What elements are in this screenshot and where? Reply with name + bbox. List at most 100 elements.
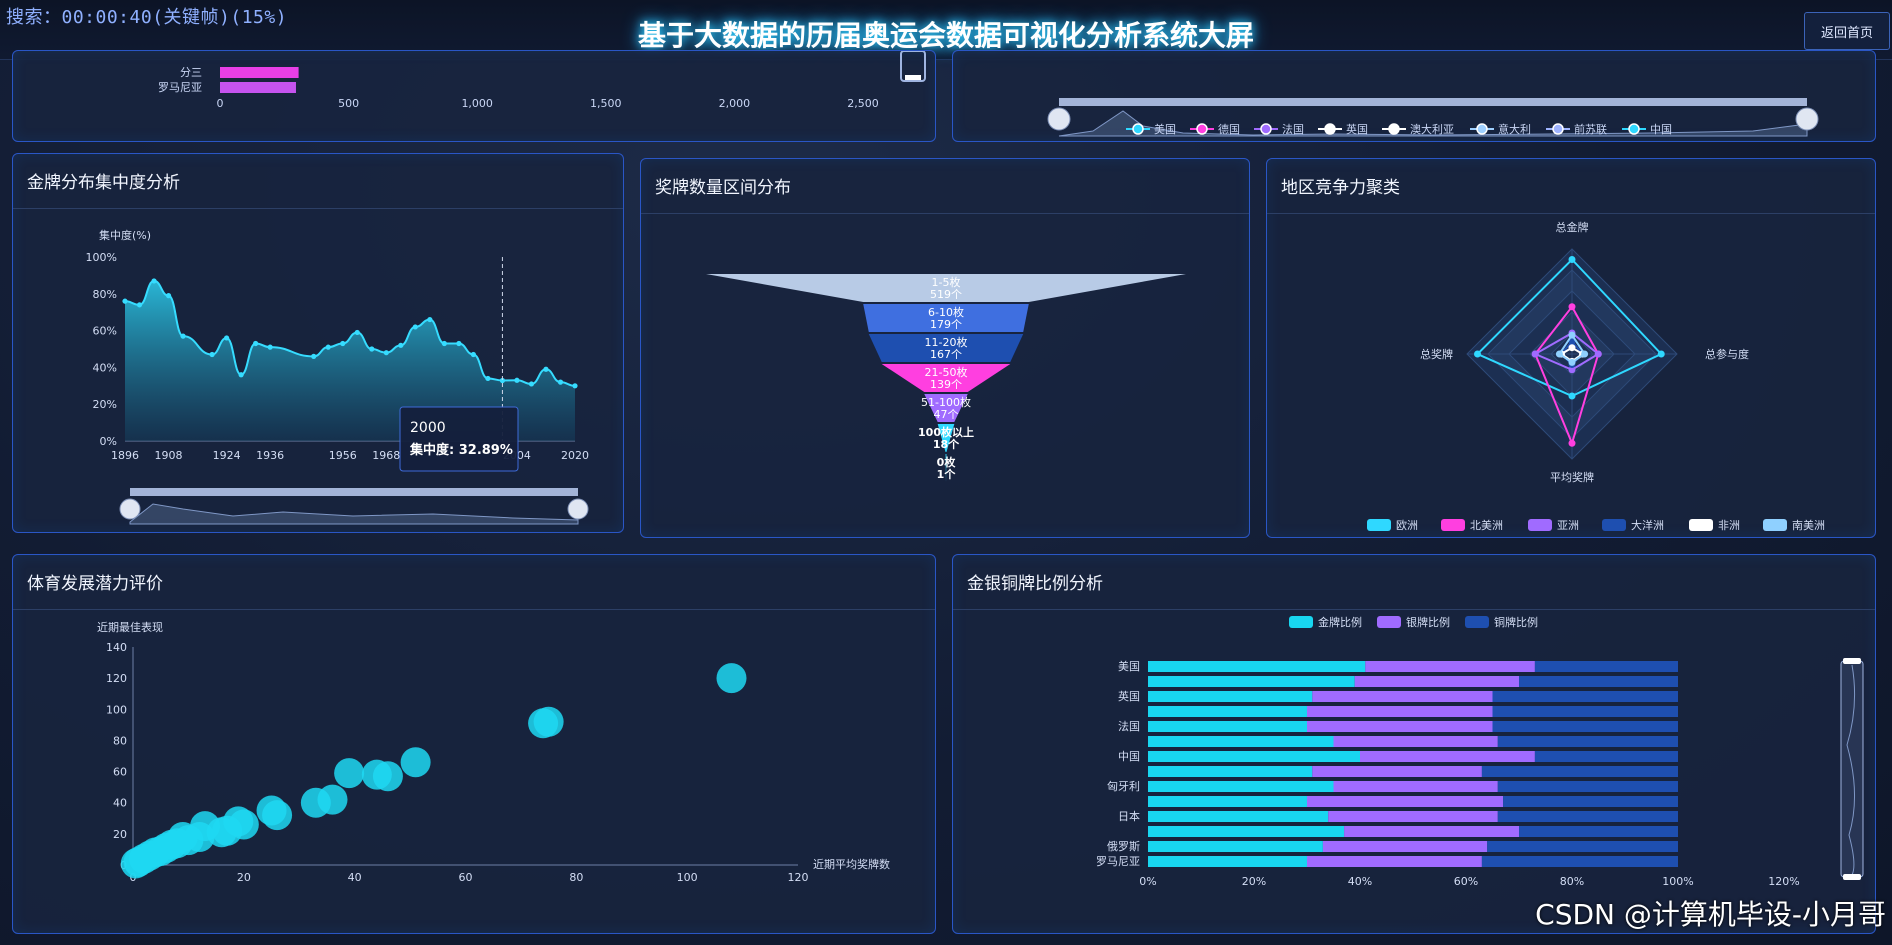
legend-label: 英国	[1346, 122, 1368, 136]
stacked-bar-segment	[1148, 661, 1366, 672]
scroll-slider-handle	[900, 50, 926, 82]
stacked-bar-segment	[1148, 826, 1345, 837]
radar-point	[1568, 303, 1576, 311]
panel-divider	[13, 609, 935, 610]
tooltip-box	[399, 406, 519, 472]
legend-label: 意大利	[1498, 122, 1531, 136]
stacked-bar-segment	[1497, 781, 1678, 792]
stacked-bar-segment	[1148, 736, 1334, 747]
legend-swatch	[1465, 616, 1489, 628]
zoom-slider-bar	[1059, 98, 1807, 106]
x-tick-label: 2,500	[847, 97, 879, 110]
funnel-segment	[868, 334, 1024, 362]
gold-concentration-chart: 集中度(%) 0% 20% 40% 60% 80% 100% 1896 1908 1924 1936…	[86, 228, 589, 525]
watermark-text: CSDN @计算机毕设-小月哥	[1535, 898, 1886, 931]
x-tick-label: 1956	[329, 449, 357, 462]
funnel-range-label: 0枚	[937, 455, 957, 469]
legend-label: 北美洲	[1470, 519, 1503, 532]
data-point	[383, 350, 389, 356]
data-point	[543, 366, 549, 372]
stacked-bar-segment	[1328, 811, 1498, 822]
funnel-range-label: 11-20枚	[925, 335, 968, 349]
data-point	[340, 340, 346, 347]
zoom-handle	[119, 498, 141, 520]
y-tick-label: 100	[106, 703, 127, 716]
funnel-count-label: 179个	[930, 318, 962, 331]
legend-label: 德国	[1218, 122, 1240, 136]
funnel-count-label: 18个	[933, 437, 960, 451]
data-point	[485, 375, 491, 382]
stacked-bar-segment	[1307, 706, 1493, 717]
y-tick-label: 80	[113, 734, 127, 747]
zoom-handle	[567, 498, 589, 520]
data-point	[122, 298, 128, 304]
x-tick-label: 20	[237, 871, 251, 884]
top-left-panel: 分三 罗马尼亚 0 500 1,000 1,500 2,000 2,500	[12, 50, 936, 142]
stacked-bar-segment	[1519, 676, 1678, 687]
funnel-range-label: 1-5枚	[932, 275, 961, 289]
x-tick-label: 60	[459, 871, 473, 884]
radar-point	[1568, 439, 1576, 447]
legend-swatch	[1602, 519, 1626, 531]
radar-point	[1568, 392, 1576, 400]
x-tick-label: 120%	[1768, 875, 1799, 888]
medal-range-title: 奖牌数量区间分布	[655, 178, 791, 198]
y-tick-label: 0%	[100, 435, 117, 448]
legend-label: 中国	[1650, 123, 1672, 136]
radar-point	[1555, 350, 1563, 358]
legend-label: 澳大利亚	[1410, 122, 1454, 136]
x-tick-label: 100%	[1662, 875, 1693, 888]
back-home-button[interactable]: 返回首页	[1804, 12, 1890, 50]
x-tick-label: 20%	[1242, 875, 1266, 888]
data-point	[253, 340, 259, 347]
stacked-bar-segment	[1492, 706, 1678, 717]
stacked-bar-segment	[1481, 766, 1678, 777]
medal-range-panel: 奖牌数量区间分布 1-5枚 519个 6-10枚 179个 11-20枚 167个 21-5…	[640, 158, 1250, 538]
data-point	[456, 340, 462, 347]
data-point	[180, 333, 186, 339]
legend-label: 法国	[1282, 122, 1304, 136]
top-right-panel: 美国 德国 法国 英国 澳大利亚 意大利 前苏联 中国	[952, 50, 1876, 142]
funnel-segment	[924, 394, 968, 422]
legend-swatch	[1689, 519, 1713, 531]
y-tick-label: 80%	[93, 288, 117, 301]
data-point	[514, 377, 520, 383]
stacked-bar-segment	[1307, 856, 1482, 867]
y-axis-label: 近期最佳表现	[97, 620, 163, 634]
radar-point	[1594, 350, 1602, 358]
stacked-bar-segment	[1307, 796, 1504, 807]
data-point	[267, 344, 273, 350]
x-tick-label: 500	[338, 97, 359, 110]
x-tick-label: 1,500	[590, 97, 622, 110]
y-tick-label: 60%	[93, 325, 117, 338]
data-point	[528, 381, 535, 387]
y-axis-label: 集中度(%)	[99, 228, 151, 242]
funnel-count-label: 47个	[934, 408, 959, 421]
y-category-label: 罗马尼亚	[1096, 855, 1140, 868]
stacked-bar-segment	[1148, 721, 1307, 732]
funnel-segment	[863, 304, 1029, 332]
y-category-label: 匈牙利	[1107, 779, 1140, 793]
top-right-line-chart: 美国 德国 法国 英国 澳大利亚 意大利 前苏联 中国	[1047, 98, 1819, 137]
stacked-bar-segment	[1333, 781, 1498, 792]
scatter-point	[400, 747, 431, 778]
legend-marker	[1132, 123, 1144, 135]
data-point	[136, 302, 143, 308]
stacked-bar-segment	[1497, 811, 1678, 822]
x-tick-label: 1924	[213, 449, 241, 462]
stacked-bar-segment	[1148, 841, 1323, 852]
data-point	[209, 351, 215, 358]
x-tick-label: 0%	[1139, 875, 1156, 888]
stacked-bar-segment	[1312, 766, 1482, 777]
legend-label: 前苏联	[1574, 122, 1607, 136]
funnel-segment	[881, 364, 1011, 392]
y-tick-label: 40%	[93, 361, 117, 374]
stacked-bar-segment	[1503, 796, 1678, 807]
zoom-preview-area	[129, 503, 579, 525]
scatter-point	[334, 758, 365, 789]
data-point	[499, 377, 506, 384]
y-category-label: 日本	[1118, 809, 1140, 823]
panel-divider	[641, 213, 1249, 214]
